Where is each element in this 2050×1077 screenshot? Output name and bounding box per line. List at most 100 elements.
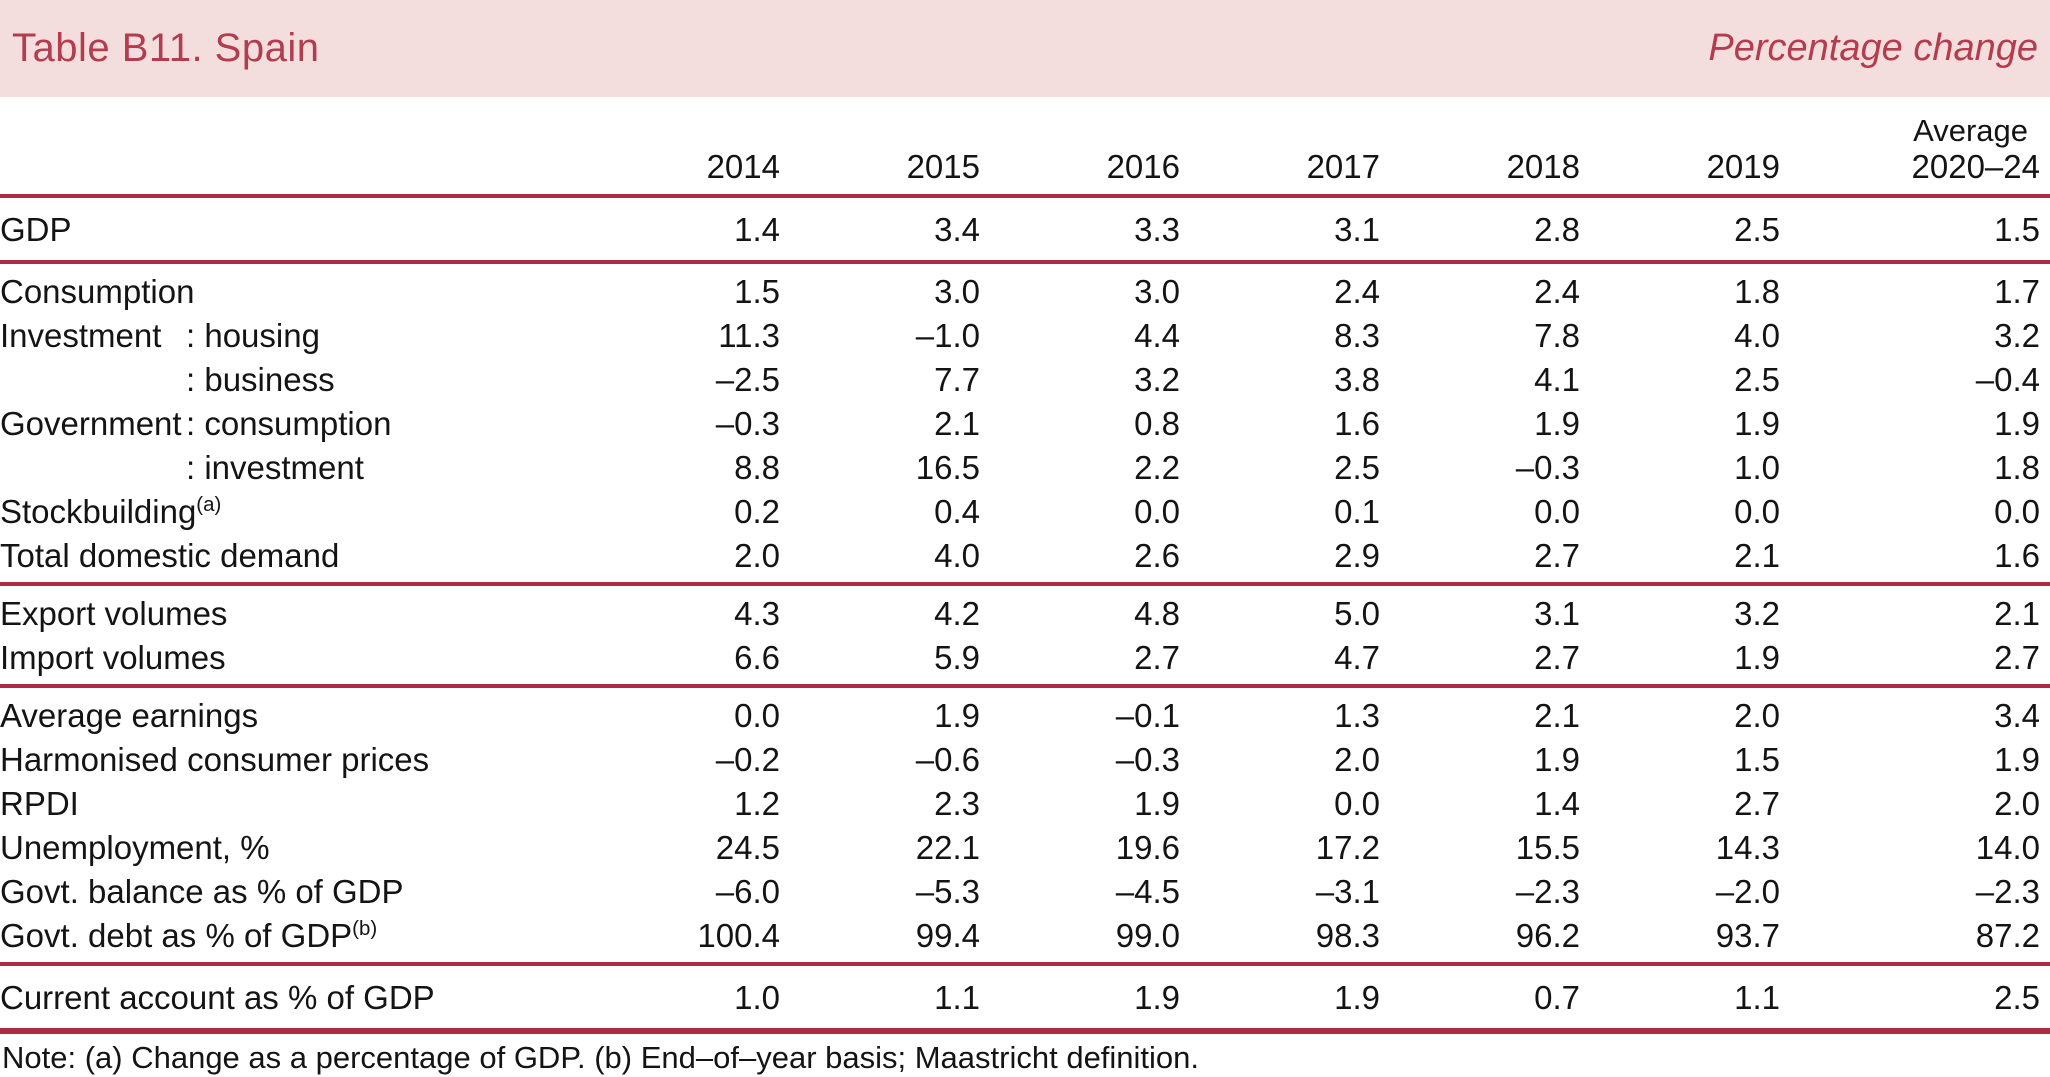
value-cell: 5.9 xyxy=(934,639,980,676)
value-cell: 1.7 xyxy=(1994,273,2040,310)
value-cell: 2.5 xyxy=(1994,979,2040,1016)
row-label: : business xyxy=(0,358,580,402)
value-cell: 2.1 xyxy=(934,405,980,442)
value-cell: 2.6 xyxy=(1134,537,1180,574)
row-label-column-header xyxy=(0,97,580,196)
value-cell: 2.8 xyxy=(1534,211,1580,248)
value-cell: 3.1 xyxy=(1534,595,1580,632)
value-cell: 3.1 xyxy=(1334,211,1380,248)
value-cell: 2.1 xyxy=(1994,595,2040,632)
row-label-subcategory: : investment xyxy=(186,449,364,486)
column-header-top-line: Average xyxy=(1913,113,2028,148)
year-column-header: Average 2020–24 xyxy=(1780,97,2050,196)
value-cell: 0.0 xyxy=(1134,493,1180,530)
row-label-subcategory: : business xyxy=(186,361,335,398)
value-cell: 1.9 xyxy=(1534,405,1580,442)
value-cell: –0.3 xyxy=(1115,741,1180,778)
table-row: Govt. balance as % of GDP –6.0 –5.3 –4.5 –3.… xyxy=(0,870,2050,914)
value-cell: –0.6 xyxy=(915,741,980,778)
value-cell: –0.3 xyxy=(1515,449,1580,486)
table-section: Current account as % of GDP 1.0 1.1 1.9 1.9 0… xyxy=(0,964,2050,1031)
table-row: Total domestic demand 2.0 4.0 2.6 2.9 2.7 2.1 1… xyxy=(0,534,2050,584)
column-header-year: 2017 xyxy=(1306,148,1380,185)
value-cell: 4.0 xyxy=(934,537,980,574)
row-label: Government: consumption xyxy=(0,402,580,446)
table-section: Export volumes 4.3 4.2 4.8 5.0 3.1 3.2 2.1 Impor… xyxy=(0,584,2050,686)
row-label: Unemployment, % xyxy=(0,829,270,866)
row-label: : investment xyxy=(0,446,580,490)
year-column-header: 2019 xyxy=(1580,97,1780,196)
table-section: GDP 1.4 3.4 3.3 3.1 2.8 2.5 1.5 xyxy=(0,196,2050,262)
table-section: Average earnings 0.0 1.9 –0.1 1.3 2.1 2.0 3.4 Ha… xyxy=(0,686,2050,964)
row-label: Investment: housing xyxy=(0,314,580,358)
value-cell: 1.8 xyxy=(1734,273,1780,310)
value-cell: 1.4 xyxy=(1534,785,1580,822)
value-cell: –2.3 xyxy=(1975,873,2040,910)
value-cell: 2.7 xyxy=(1134,639,1180,676)
row-label: Govt. debt as % of GDP(b) xyxy=(0,917,378,954)
row-label: Export volumes xyxy=(0,595,228,632)
value-cell: 0.0 xyxy=(1734,493,1780,530)
value-cell: 5.0 xyxy=(1334,595,1380,632)
value-cell: 1.3 xyxy=(1334,697,1380,734)
table-row: Unemployment, % 24.5 22.1 19.6 17.2 15.5 14.3 1… xyxy=(0,826,2050,870)
value-cell: 0.2 xyxy=(734,493,780,530)
value-cell: 4.4 xyxy=(1134,317,1180,354)
value-cell: 99.4 xyxy=(915,917,980,954)
column-header-year: 2014 xyxy=(706,148,780,185)
table-row: Stockbuilding(a) 0.2 0.4 0.0 0.1 0.0 0.0 0.0 xyxy=(0,490,2050,534)
value-cell: 4.8 xyxy=(1134,595,1180,632)
table-row: Export volumes 4.3 4.2 4.8 5.0 3.1 3.2 2.1 xyxy=(0,584,2050,636)
row-label: Import volumes xyxy=(0,639,226,676)
column-header-year: 2015 xyxy=(906,148,980,185)
value-cell: 2.7 xyxy=(1534,639,1580,676)
value-cell: 17.2 xyxy=(1315,829,1380,866)
value-cell: 2.5 xyxy=(1334,449,1380,486)
row-label-category: Government xyxy=(0,405,182,442)
value-cell: 2.3 xyxy=(934,785,980,822)
value-cell: 2.2 xyxy=(1134,449,1180,486)
value-cell: 1.1 xyxy=(1734,979,1780,1016)
value-cell: 100.4 xyxy=(697,917,780,954)
value-cell: 4.7 xyxy=(1334,639,1380,676)
value-cell: –3.1 xyxy=(1315,873,1380,910)
data-table: 2014 2015 2016 2017 2018 2019 Average 2020–24 G… xyxy=(0,97,2050,1034)
value-cell: –0.3 xyxy=(715,405,780,442)
value-cell: 2.7 xyxy=(1734,785,1780,822)
value-cell: 2.0 xyxy=(1334,741,1380,778)
value-cell: 15.5 xyxy=(1515,829,1580,866)
column-header-year: 2020–24 xyxy=(1911,148,2040,185)
value-cell: 1.9 xyxy=(1994,405,2040,442)
year-column-header: 2014 xyxy=(580,97,780,196)
column-header-year: 2019 xyxy=(1706,148,1780,185)
footnote: Note: (a) Change as a percentage of GDP.… xyxy=(2,1040,1200,1075)
value-cell: 1.9 xyxy=(1134,979,1180,1016)
value-cell: 4.2 xyxy=(934,595,980,632)
table-row: Import volumes 6.6 5.9 2.7 4.7 2.7 1.9 2.7 xyxy=(0,636,2050,686)
value-cell: 2.5 xyxy=(1734,211,1780,248)
value-cell: 3.2 xyxy=(1994,317,2040,354)
value-cell: 2.7 xyxy=(1534,537,1580,574)
table-row: Govt. debt as % of GDP(b) 100.4 99.4 99.0 98… xyxy=(0,914,2050,964)
value-cell: –0.2 xyxy=(715,741,780,778)
value-cell: 1.9 xyxy=(1994,741,2040,778)
value-cell: 1.5 xyxy=(734,273,780,310)
value-cell: 93.7 xyxy=(1715,917,1780,954)
value-cell: 2.1 xyxy=(1534,697,1580,734)
table-row: Investment: housing 11.3 –1.0 4.4 8.3 7.8 4.0 3… xyxy=(0,314,2050,358)
value-cell: 0.7 xyxy=(1534,979,1580,1016)
value-cell: 7.8 xyxy=(1534,317,1580,354)
value-cell: 1.9 xyxy=(1334,979,1380,1016)
value-cell: 1.8 xyxy=(1994,449,2040,486)
table-row: Government: consumption –0.3 2.1 0.8 1.6 1.9 1… xyxy=(0,402,2050,446)
value-cell: 1.5 xyxy=(1734,741,1780,778)
column-header-year: 2018 xyxy=(1506,148,1580,185)
row-label: Current account as % of GDP xyxy=(0,979,435,1016)
year-column-header: 2017 xyxy=(1180,97,1380,196)
value-cell: –4.5 xyxy=(1115,873,1180,910)
value-cell: 8.3 xyxy=(1334,317,1380,354)
value-cell: –2.0 xyxy=(1715,873,1780,910)
value-cell: 3.8 xyxy=(1334,361,1380,398)
value-cell: 2.1 xyxy=(1734,537,1780,574)
